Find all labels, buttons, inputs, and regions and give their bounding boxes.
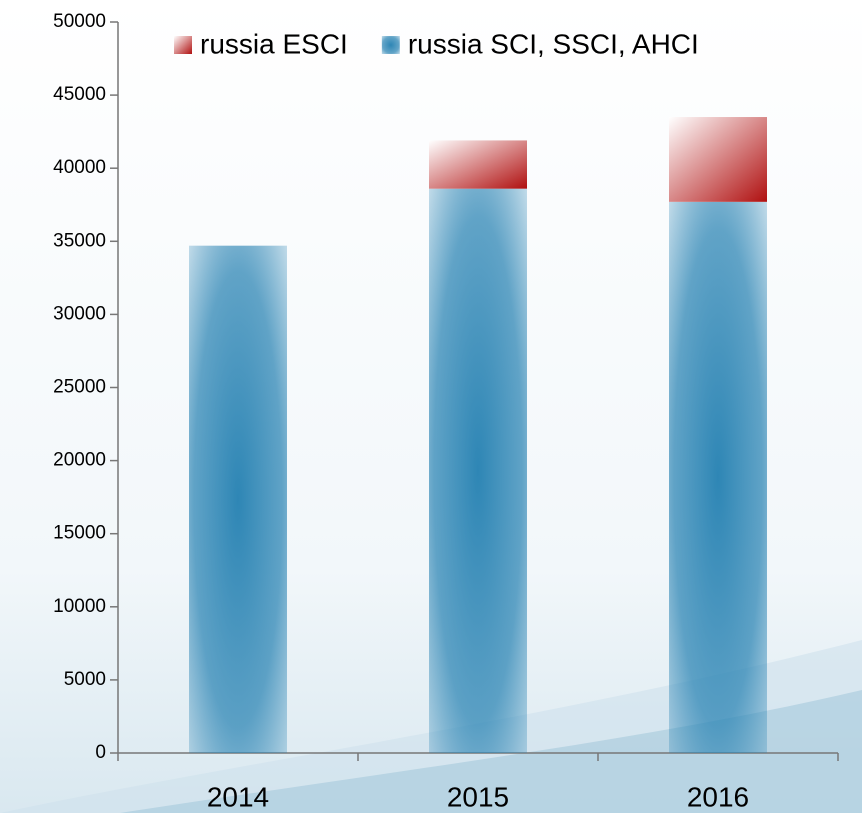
y-tick-label: 15000 <box>53 523 106 544</box>
legend-swatch <box>381 36 400 54</box>
bar-segment <box>429 188 527 754</box>
x-tick-label: 2014 <box>207 781 269 812</box>
y-tick-label: 50000 <box>53 11 106 32</box>
legend: russia ESCI russia SCI, SSCI, AHCI <box>174 28 699 59</box>
y-tick-label: 40000 <box>53 157 106 178</box>
x-tick-label: 2016 <box>687 781 749 812</box>
legend-label: russia SCI, SSCI, AHCI <box>408 28 699 59</box>
bar-segment <box>189 245 287 753</box>
y-tick-label: 20000 <box>53 450 106 471</box>
bar-segment <box>429 140 527 189</box>
x-tick-label: 2015 <box>447 781 509 812</box>
legend-swatch <box>174 36 192 54</box>
y-tick-label: 25000 <box>53 377 106 398</box>
y-tick-label: 5000 <box>64 669 106 690</box>
y-tick-label: 30000 <box>53 303 106 324</box>
y-tick-label: 10000 <box>53 596 106 617</box>
y-tick-label: 35000 <box>53 230 106 251</box>
legend-label: russia ESCI <box>200 28 348 59</box>
bar-segment <box>669 201 767 754</box>
y-tick-label: 45000 <box>53 84 106 105</box>
background-wave <box>120 690 862 813</box>
y-tick-label: 0 <box>95 742 106 763</box>
bar-segment <box>669 117 767 202</box>
